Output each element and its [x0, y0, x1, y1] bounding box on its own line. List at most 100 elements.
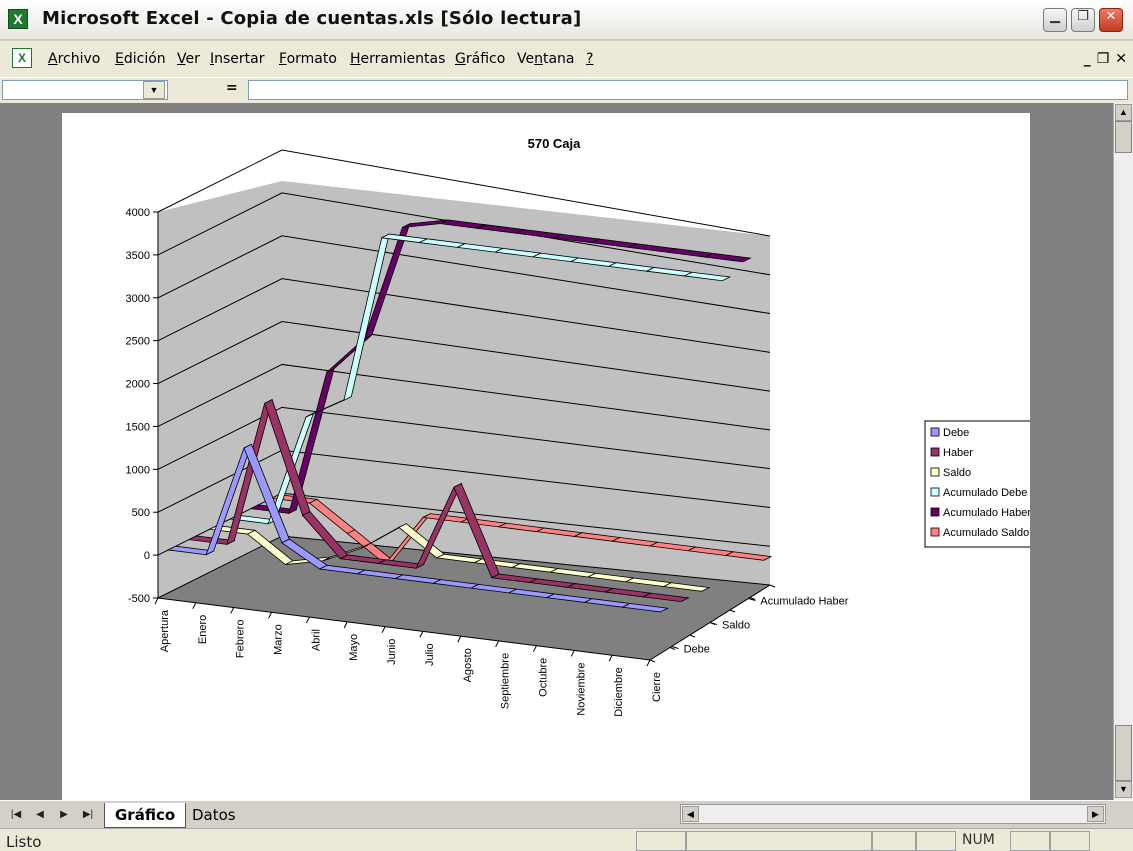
series-ribbon: [166, 443, 670, 613]
y-tick-label: 1500: [126, 421, 150, 433]
legend-entry: Acumulado Haber: [943, 507, 1030, 519]
depth-minor-tick: [749, 597, 756, 600]
series-ribbon: [187, 398, 690, 603]
document-window-controls: _ ❐ ✕: [1078, 51, 1127, 67]
x-tick: [646, 659, 651, 667]
x-tick: [381, 626, 386, 633]
x-tick: [230, 607, 235, 614]
depth-tick-label: Acumulado Haber: [760, 596, 848, 608]
doc-close-button[interactable]: ✕: [1115, 51, 1127, 67]
x-tick-label: Septiembre: [500, 653, 512, 709]
legend-entry: Acumulado Debe: [943, 487, 1027, 499]
formula-input[interactable]: [248, 80, 1128, 100]
menu-edicion[interactable]: Edición: [115, 51, 166, 67]
y-tick-label: -500: [128, 593, 150, 605]
series-segment: [662, 582, 711, 592]
series-segment: [683, 271, 732, 282]
restore-button[interactable]: ❐: [1071, 8, 1095, 32]
status-panel: [686, 831, 872, 851]
series-ribbon: [228, 233, 732, 525]
chart-svg[interactable]: -500 0 500 1000 1500 2000 2500 3000 3500 4000 Ape…: [62, 113, 1056, 800]
depth-tick: [671, 646, 679, 649]
x-tick: [192, 602, 197, 609]
horizontal-scrollbar[interactable]: ◀ ▶: [680, 804, 1106, 824]
depth-minor-tick: [769, 584, 776, 588]
gridline: [157, 192, 771, 276]
x-tick: [608, 655, 613, 662]
excel-icon[interactable]: X: [8, 9, 28, 29]
series-segment: [703, 252, 752, 263]
workbook-icon[interactable]: X: [12, 48, 32, 68]
vertical-scroll-thumb-top[interactable]: [1115, 121, 1132, 153]
menu-insertar[interactable]: Insertar: [210, 51, 265, 67]
x-tick: [343, 621, 348, 629]
gridline: [157, 321, 771, 392]
series-lines: [166, 219, 773, 613]
depth-tick-label: Saldo: [722, 620, 750, 632]
x-tick: [305, 616, 310, 624]
menu-grafico[interactable]: Gráfico: [455, 51, 506, 67]
x-tick-label: Abril: [310, 629, 322, 651]
legend-swatch: [930, 507, 940, 517]
menu-ver[interactable]: Ver: [177, 51, 200, 67]
x-tick-label: Noviembre: [575, 662, 587, 715]
x-tick: [533, 645, 537, 652]
name-box[interactable]: [2, 80, 168, 100]
y-tick-label: 2000: [126, 379, 150, 391]
menu-ayuda[interactable]: ?: [586, 51, 594, 67]
last-sheet-icon[interactable]: ▶|: [82, 809, 94, 820]
depth-minor-tick: [669, 647, 676, 650]
tab-datos[interactable]: Datos: [192, 806, 236, 824]
x-tick-label: Mayo: [348, 634, 360, 661]
scroll-up-icon[interactable]: ▲: [1115, 104, 1132, 121]
equals-label: =: [226, 80, 238, 96]
series-ribbon: [249, 219, 752, 515]
tab-grafico[interactable]: Gráfico: [104, 803, 187, 828]
vertical-scrollbar[interactable]: ▲ ▼: [1113, 103, 1133, 800]
status-panel: [916, 831, 956, 851]
x-tick-label: Octubre: [537, 658, 549, 697]
minimize-button[interactable]: ▁: [1043, 8, 1067, 32]
x-tick-label: Junio: [386, 639, 398, 665]
legend-swatch: [930, 467, 940, 477]
status-bar: Listo NUM: [0, 828, 1133, 851]
vertical-scroll-thumb[interactable]: [1115, 725, 1132, 781]
scroll-left-icon[interactable]: ◀: [682, 806, 699, 822]
x-tick: [154, 597, 159, 605]
name-box-dropdown-icon[interactable]: ▼: [143, 81, 165, 99]
status-panel: [1010, 831, 1050, 851]
menu-formato[interactable]: Formato: [279, 51, 337, 67]
depth-minor-tick: [689, 634, 696, 638]
x-tick-label: Apertura: [159, 609, 171, 652]
doc-minimize-button[interactable]: _: [1083, 51, 1091, 67]
legend-entry: Saldo: [943, 467, 971, 479]
x-axis-line: [157, 597, 651, 661]
scroll-right-icon[interactable]: ▶: [1087, 806, 1104, 822]
prev-sheet-icon[interactable]: ◀: [36, 809, 44, 820]
x-tick: [570, 650, 575, 657]
close-button[interactable]: ✕: [1099, 8, 1123, 32]
y-tick-label: 3500: [126, 250, 150, 262]
x-axis-ticks: Apertura Enero Febrero Marzo Abril Mayo Junio J…: [154, 584, 849, 717]
legend-swatch: [930, 527, 940, 537]
status-panel: [636, 831, 686, 851]
x-tick-label: Cierre: [651, 672, 663, 702]
y-tick-label: 1000: [126, 464, 150, 476]
y-tick-label: 500: [132, 507, 150, 519]
scroll-down-icon[interactable]: ▼: [1115, 781, 1132, 798]
next-sheet-icon[interactable]: ▶: [60, 809, 68, 820]
legend-swatch: [930, 427, 940, 437]
doc-restore-button[interactable]: ❐: [1096, 51, 1110, 67]
legend-entry: Acumulado Saldo: [943, 527, 1029, 539]
gridline: [157, 363, 771, 431]
menu-archivo[interactable]: Archivo: [48, 51, 101, 67]
gridline: [157, 278, 771, 353]
first-sheet-icon[interactable]: |◀: [10, 809, 22, 820]
chart-back-wall: [282, 181, 770, 585]
menu-ventana[interactable]: Ventana: [517, 51, 575, 67]
menu-herramientas[interactable]: Herramientas: [350, 51, 446, 67]
legend[interactable]: Debe Haber Saldo Acumulado Debe Acumulado Ha…: [924, 420, 1056, 548]
gridline: [157, 235, 771, 315]
chart-sheet[interactable]: -500 0 500 1000 1500 2000 2500 3000 3500 4000 Ape…: [62, 113, 1056, 800]
x-tick-label: Julio: [424, 643, 436, 666]
